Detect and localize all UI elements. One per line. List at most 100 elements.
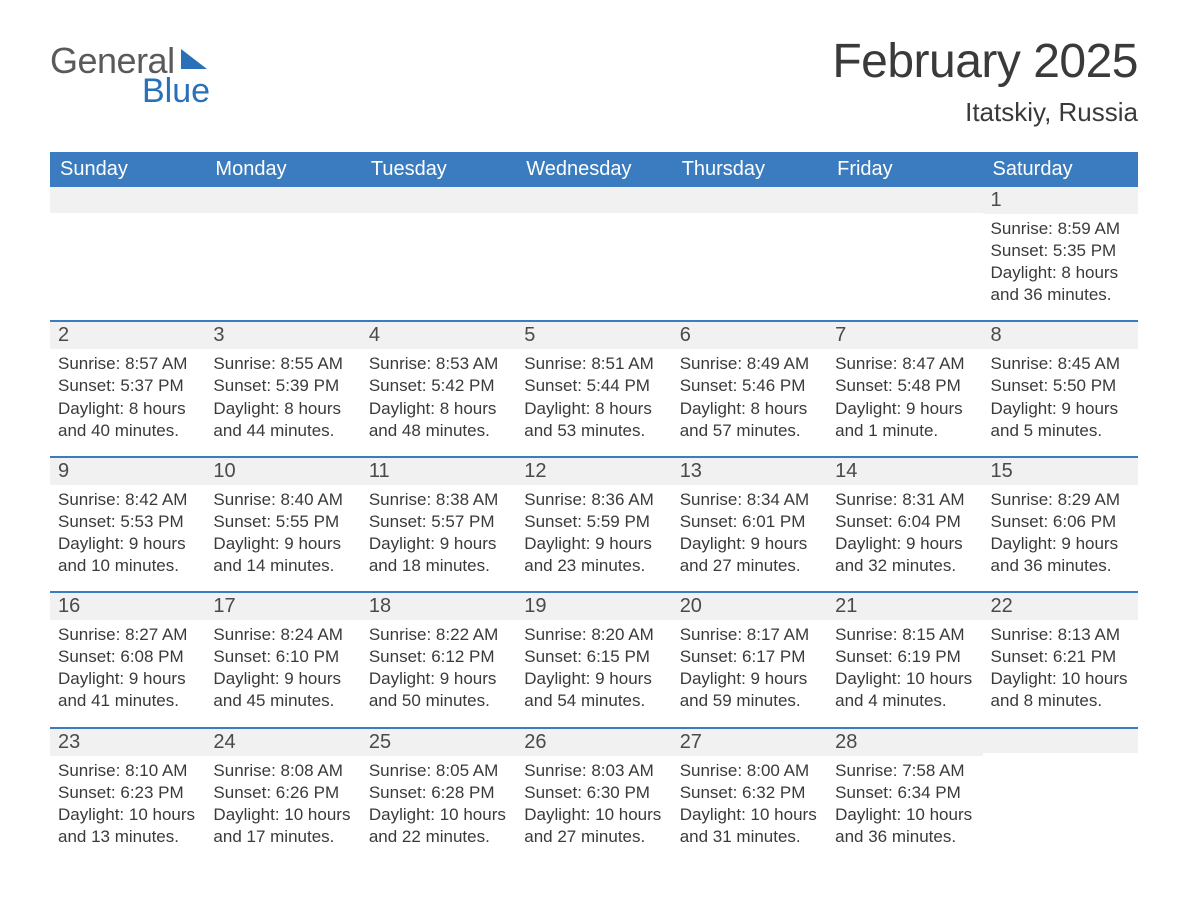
daylight-line: Daylight: 9 hours and 5 minutes. — [991, 398, 1130, 442]
day-number — [516, 187, 671, 213]
logo-text-blue: Blue — [142, 72, 210, 111]
sunrise-line: Sunrise: 8:00 AM — [680, 760, 819, 782]
day-cell: 16Sunrise: 8:27 AMSunset: 6:08 PMDayligh… — [50, 591, 205, 726]
day-number: 25 — [361, 727, 516, 756]
day-number — [827, 187, 982, 213]
sunset-line: Sunset: 6:01 PM — [680, 511, 819, 533]
sunrise-line: Sunrise: 8:53 AM — [369, 353, 508, 375]
sunset-line: Sunset: 6:28 PM — [369, 782, 508, 804]
sunrise-line: Sunrise: 8:27 AM — [58, 624, 197, 646]
calendar: SundayMondayTuesdayWednesdayThursdayFrid… — [50, 152, 1138, 862]
day-number: 7 — [827, 320, 982, 349]
day-number: 22 — [983, 591, 1138, 620]
sunrise-line: Sunrise: 8:38 AM — [369, 489, 508, 511]
day-number — [361, 187, 516, 213]
daylight-line: Daylight: 9 hours and 27 minutes. — [680, 533, 819, 577]
daylight-line: Daylight: 8 hours and 57 minutes. — [680, 398, 819, 442]
day-number: 1 — [983, 187, 1138, 214]
day-cell: 27Sunrise: 8:00 AMSunset: 6:32 PMDayligh… — [672, 727, 827, 862]
day-cell: 10Sunrise: 8:40 AMSunset: 5:55 PMDayligh… — [205, 456, 360, 591]
day-cell: 28Sunrise: 7:58 AMSunset: 6:34 PMDayligh… — [827, 727, 982, 862]
daylight-line: Daylight: 9 hours and 10 minutes. — [58, 533, 197, 577]
sunset-line: Sunset: 6:32 PM — [680, 782, 819, 804]
day-entry: Sunrise: 8:17 AMSunset: 6:17 PMDaylight:… — [680, 624, 819, 712]
sunrise-line: Sunrise: 8:29 AM — [991, 489, 1130, 511]
day-entry: Sunrise: 8:13 AMSunset: 6:21 PMDaylight:… — [991, 624, 1130, 712]
day-cell: 26 Sunrise: 8:03 AMSunset: 6:30 PMDayligh… — [516, 727, 671, 862]
month-title: February 2025 — [832, 34, 1138, 89]
sunset-line: Sunset: 5:37 PM — [58, 375, 197, 397]
location: Itatskiy, Russia — [832, 97, 1138, 128]
logo-sail-icon — [181, 49, 207, 69]
sunset-line: Sunset: 6:19 PM — [835, 646, 974, 668]
day-cell: 7Sunrise: 8:47 AMSunset: 5:48 PMDaylight… — [827, 320, 982, 455]
day-entry: Sunrise: 8:45 AMSunset: 5:50 PMDaylight:… — [991, 353, 1130, 441]
empty-cell — [672, 187, 827, 320]
day-header: Tuesday — [361, 152, 516, 187]
daylight-line: Daylight: 10 hours and 4 minutes. — [835, 668, 974, 712]
day-number: 12 — [516, 456, 671, 485]
sunrise-line: Sunrise: 8:59 AM — [991, 218, 1130, 240]
title-block: February 2025 Itatskiy, Russia — [832, 34, 1138, 128]
sunset-line: Sunset: 6:06 PM — [991, 511, 1130, 533]
daylight-line: Daylight: 10 hours and 22 minutes. — [369, 804, 508, 848]
day-cell: 12Sunrise: 8:36 AMSunset: 5:59 PMDayligh… — [516, 456, 671, 591]
sunset-line: Sunset: 6:23 PM — [58, 782, 197, 804]
day-number: 16 — [50, 591, 205, 620]
week-row: 2Sunrise: 8:57 AMSunset: 5:37 PMDaylight… — [50, 320, 1138, 455]
day-cell: 21 Sunrise: 8:15 AMSunset: 6:19 PMDayligh… — [827, 591, 982, 726]
empty-cell — [983, 727, 1138, 862]
day-header: Wednesday — [516, 152, 671, 187]
daylight-line: Daylight: 8 hours and 36 minutes. — [991, 262, 1130, 306]
sunset-line: Sunset: 5:42 PM — [369, 375, 508, 397]
day-number: 10 — [205, 456, 360, 485]
week-row: 9 Sunrise: 8:42 AMSunset: 5:53 PMDaylight… — [50, 456, 1138, 591]
day-header: Sunday — [50, 152, 205, 187]
sunrise-line: Sunrise: 8:22 AM — [369, 624, 508, 646]
day-number: 21 — [827, 591, 982, 620]
day-entry: Sunrise: 8:55 AMSunset: 5:39 PMDaylight:… — [213, 353, 352, 441]
day-entry: Sunrise: 8:51 AMSunset: 5:44 PMDaylight:… — [524, 353, 663, 441]
day-number: 9 — [50, 456, 205, 485]
day-entry: Sunrise: 8:10 AMSunset: 6:23 PMDaylight:… — [58, 760, 197, 848]
day-cell: 3Sunrise: 8:55 AMSunset: 5:39 PMDaylight… — [205, 320, 360, 455]
empty-cell — [827, 187, 982, 320]
daylight-line: Daylight: 9 hours and 54 minutes. — [524, 668, 663, 712]
day-cell: 17Sunrise: 8:24 AMSunset: 6:10 PMDayligh… — [205, 591, 360, 726]
day-entry: Sunrise: 8:49 AMSunset: 5:46 PMDaylight:… — [680, 353, 819, 441]
day-number: 28 — [827, 727, 982, 756]
day-entry: Sunrise: 8:38 AMSunset: 5:57 PMDaylight:… — [369, 489, 508, 577]
day-entry: Sunrise: 8:34 AMSunset: 6:01 PMDaylight:… — [680, 489, 819, 577]
daylight-line: Daylight: 9 hours and 23 minutes. — [524, 533, 663, 577]
daylight-line: Daylight: 10 hours and 36 minutes. — [835, 804, 974, 848]
day-cell: 19Sunrise: 8:20 AMSunset: 6:15 PMDayligh… — [516, 591, 671, 726]
sunrise-line: Sunrise: 8:40 AM — [213, 489, 352, 511]
day-number: 27 — [672, 727, 827, 756]
daylight-line: Daylight: 10 hours and 13 minutes. — [58, 804, 197, 848]
daylight-line: Daylight: 8 hours and 44 minutes. — [213, 398, 352, 442]
day-number: 13 — [672, 456, 827, 485]
day-number: 4 — [361, 320, 516, 349]
day-cell: 11Sunrise: 8:38 AMSunset: 5:57 PMDayligh… — [361, 456, 516, 591]
day-cell: 4Sunrise: 8:53 AMSunset: 5:42 PMDaylight… — [361, 320, 516, 455]
day-entry: Sunrise: 8:57 AMSunset: 5:37 PMDaylight:… — [58, 353, 197, 441]
sunset-line: Sunset: 5:46 PM — [680, 375, 819, 397]
daylight-line: Daylight: 8 hours and 40 minutes. — [58, 398, 197, 442]
daylight-line: Daylight: 9 hours and 32 minutes. — [835, 533, 974, 577]
sunset-line: Sunset: 5:50 PM — [991, 375, 1130, 397]
day-number: 26 — [516, 727, 671, 756]
day-number: 23 — [50, 727, 205, 756]
sunset-line: Sunset: 5:59 PM — [524, 511, 663, 533]
day-number: 18 — [361, 591, 516, 620]
sunset-line: Sunset: 6:26 PM — [213, 782, 352, 804]
day-cell: 9 Sunrise: 8:42 AMSunset: 5:53 PMDaylight… — [50, 456, 205, 591]
sunrise-line: Sunrise: 8:15 AM — [835, 624, 974, 646]
sunset-line: Sunset: 6:30 PM — [524, 782, 663, 804]
day-entry: Sunrise: 8:31 AMSunset: 6:04 PMDaylight:… — [835, 489, 974, 577]
empty-cell — [516, 187, 671, 320]
day-header: Monday — [205, 152, 360, 187]
day-entry: Sunrise: 8:42 AMSunset: 5:53 PMDaylight:… — [58, 489, 197, 577]
day-number: 8 — [983, 320, 1138, 349]
day-entry: Sunrise: 8:15 AMSunset: 6:19 PMDaylight:… — [835, 624, 974, 712]
day-entry: Sunrise: 8:03 AMSunset: 6:30 PMDaylight:… — [524, 760, 663, 848]
